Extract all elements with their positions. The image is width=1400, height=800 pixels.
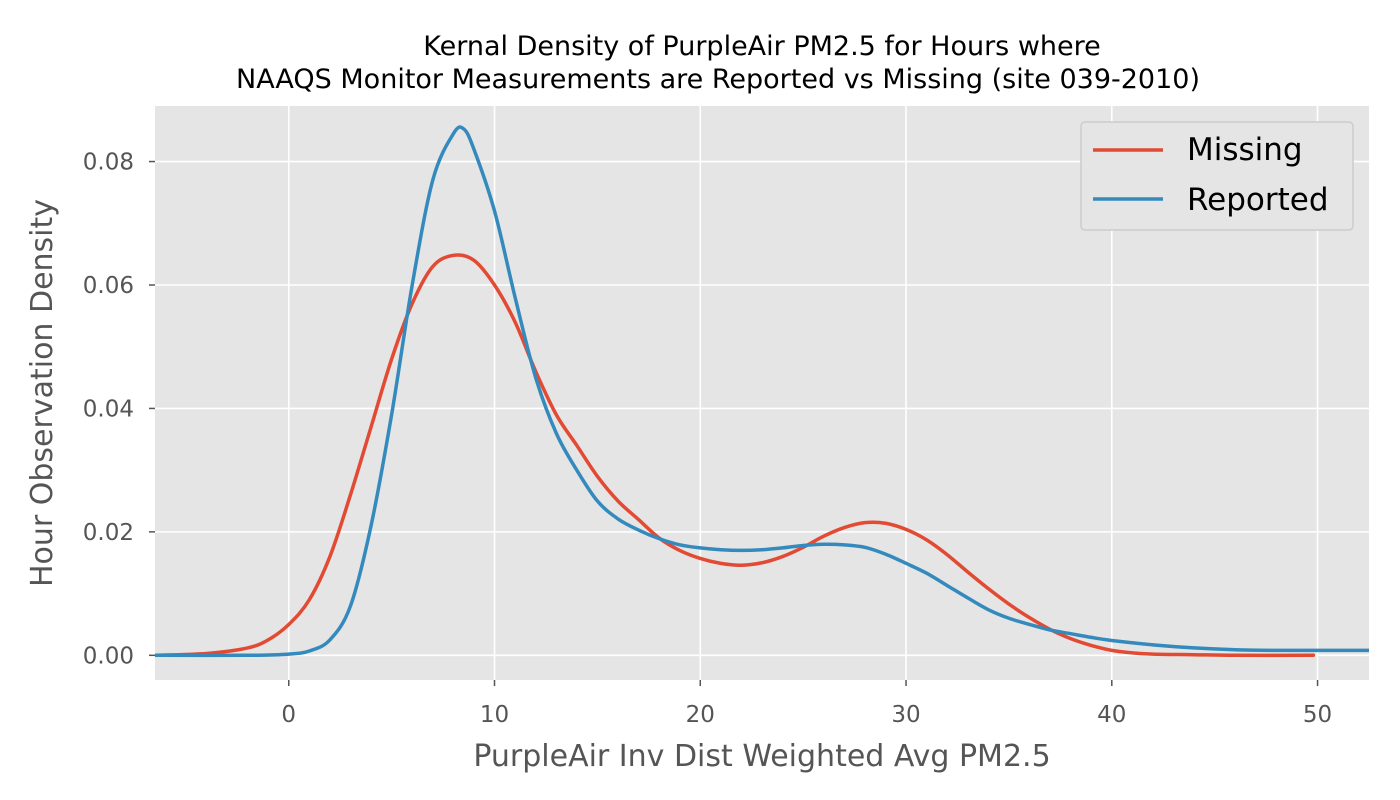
series-line-reported [155, 125, 1369, 658]
y-axis-label: Hour Observation Density [25, 199, 60, 587]
legend-label-missing: Missing [1187, 132, 1303, 168]
x-axis-label: PurpleAir Inv Dist Weighted Avg PM2.5 [473, 739, 1050, 774]
series-layer [155, 125, 1369, 658]
y-tick-label: 0.04 [83, 396, 134, 422]
axis-ticks: 0 10 20 30 40 50 0.00 0.02 0.04 0.06 0.08 [83, 150, 1332, 728]
x-tick-label: 10 [480, 702, 509, 728]
y-tick-label: 0.08 [83, 150, 134, 176]
x-tick-label: 50 [1303, 702, 1332, 728]
x-tick-label: 40 [1097, 702, 1126, 728]
y-tick-label: 0.00 [83, 643, 134, 669]
chart-title-line-1: Kernal Density of PurpleAir PM2.5 for Ho… [423, 31, 1101, 62]
y-tick-label: 0.06 [83, 273, 134, 299]
x-tick-label: 0 [281, 702, 296, 728]
chart-title-line-2: NAAQS Monitor Measurements are Reported … [236, 64, 1200, 95]
y-tick-label: 0.02 [83, 520, 134, 546]
legend: Missing Reported [1080, 121, 1354, 231]
legend-label-reported: Reported [1187, 182, 1329, 218]
x-tick-label: 20 [686, 702, 715, 728]
x-tick-label: 30 [891, 702, 920, 728]
